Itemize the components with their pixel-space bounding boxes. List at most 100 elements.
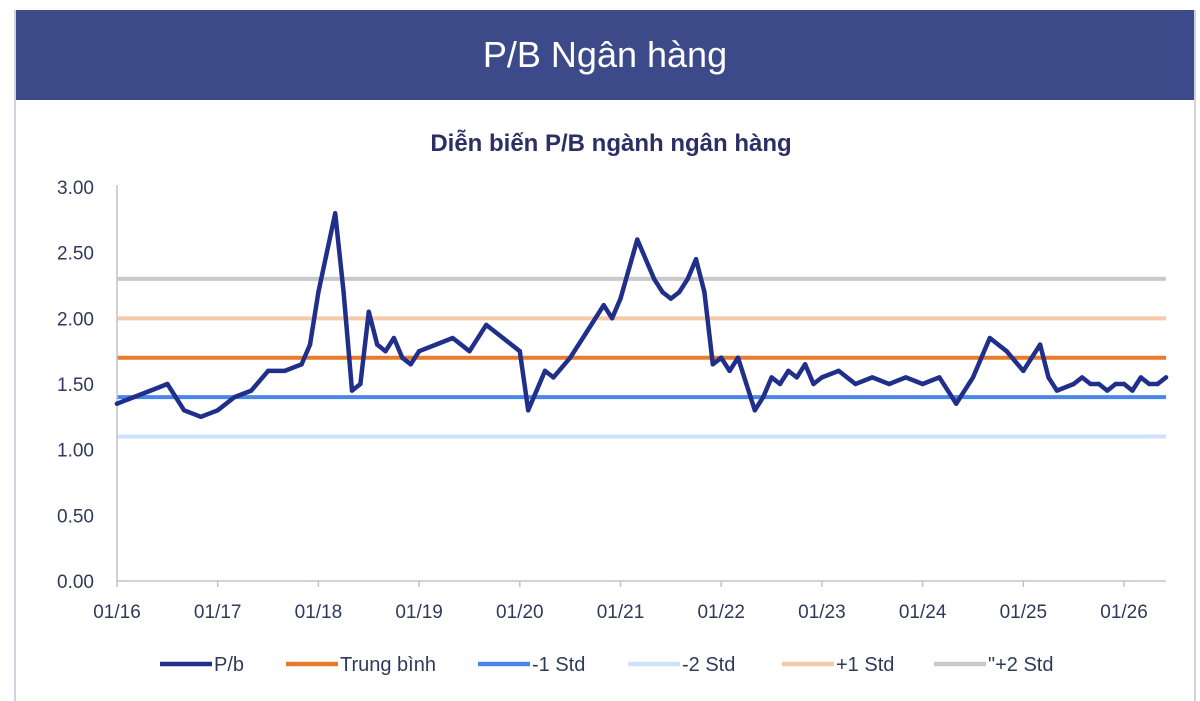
- data-point: [349, 388, 355, 393]
- data-point: [710, 362, 716, 367]
- data-point: [1155, 381, 1160, 387]
- data-point: [752, 408, 757, 413]
- x-tick-label: 01/19: [395, 602, 443, 623]
- data-point: [1163, 375, 1169, 380]
- data-point: [408, 362, 413, 367]
- data-point: [777, 381, 783, 387]
- y-tick-label: 2.50: [57, 244, 94, 265]
- data-point: [114, 401, 120, 406]
- data-point: [668, 296, 674, 301]
- data-point: [1046, 375, 1051, 380]
- data-point: [1021, 368, 1026, 374]
- x-tick-label: 01/18: [295, 602, 343, 623]
- data-point: [836, 368, 841, 374]
- header-bar: P/B Ngân hàng: [16, 10, 1194, 100]
- data-point: [567, 355, 573, 360]
- legend-label: Trung bình: [340, 654, 436, 676]
- data-point: [954, 401, 959, 406]
- y-tick-label: 1.50: [57, 375, 94, 396]
- data-point: [517, 348, 523, 354]
- data-point: [786, 368, 791, 374]
- data-point: [853, 381, 858, 387]
- data-point: [542, 368, 548, 374]
- x-tick-label: 01/21: [597, 602, 645, 623]
- data-point: [903, 375, 909, 380]
- data-point: [467, 348, 472, 354]
- x-tick-label: 01/22: [697, 602, 745, 623]
- data-point: [1105, 388, 1110, 393]
- data-point: [249, 388, 254, 393]
- legend-label: "+2 Std: [988, 654, 1053, 676]
- legend-label: -1 Std: [532, 654, 585, 676]
- legend: P/b Trung bình -1 Std -2 Std +1 Std "+2 Std: [160, 654, 1053, 676]
- legend-label: -2 Std: [682, 654, 735, 676]
- data-point: [651, 276, 657, 282]
- x-tick-label: 01/23: [798, 602, 846, 623]
- data-point: [1147, 381, 1152, 387]
- data-point: [635, 237, 640, 242]
- data-point: [1113, 381, 1118, 387]
- data-point: [702, 289, 707, 295]
- data-point: [1088, 381, 1093, 387]
- data-point: [794, 375, 799, 380]
- data-point: [819, 375, 825, 380]
- x-tick-label: 01/20: [496, 602, 544, 623]
- data-point: [307, 342, 313, 347]
- data-point: [886, 381, 892, 387]
- data-point: [526, 408, 531, 413]
- data-point: [727, 368, 732, 374]
- data-point: [282, 368, 288, 374]
- data-point: [811, 381, 816, 387]
- data-point: [987, 335, 992, 341]
- data-point: [324, 250, 329, 255]
- data-point: [265, 368, 271, 374]
- data-point: [937, 375, 942, 380]
- data-point: [165, 381, 170, 387]
- data-point: [1121, 381, 1127, 387]
- y-tick-label: 0.50: [57, 506, 94, 527]
- data-point: [534, 388, 539, 393]
- data-point: [484, 322, 489, 328]
- chart-title: Diễn biến P/B ngành ngân hàng: [430, 129, 791, 157]
- x-tick-label: 01/16: [93, 602, 141, 623]
- data-point: [1096, 381, 1102, 387]
- data-point: [1138, 375, 1144, 380]
- data-point: [131, 394, 136, 400]
- data-point: [685, 276, 690, 282]
- data-point: [358, 381, 363, 387]
- x-tick-label: 01/24: [899, 602, 947, 623]
- x-tick-label: 01/17: [194, 602, 242, 623]
- y-tick-label: 0.00: [57, 572, 94, 593]
- x-tick-label: 01/25: [1000, 602, 1048, 623]
- legend-label: P/b: [214, 654, 244, 676]
- data-point: [148, 388, 153, 393]
- data-point: [870, 375, 875, 380]
- data-point: [551, 375, 556, 380]
- data-point: [316, 289, 321, 295]
- data-point: [584, 329, 590, 334]
- data-point: [618, 296, 623, 301]
- data-point: [181, 408, 187, 413]
- data-point: [198, 414, 204, 420]
- data-point: [400, 355, 405, 360]
- data-point: [383, 348, 388, 354]
- data-point: [660, 289, 665, 295]
- data-point: [416, 348, 422, 354]
- series-group: [114, 211, 1169, 420]
- y-tick-label: 3.00: [57, 178, 94, 199]
- data-point: [215, 408, 220, 413]
- data-point: [232, 394, 237, 400]
- data-point: [677, 289, 682, 295]
- data-point: [1079, 375, 1085, 380]
- data-point: [920, 381, 925, 387]
- data-point: [366, 309, 371, 314]
- data-point: [802, 362, 808, 367]
- data-point: [693, 257, 699, 262]
- data-point: [500, 335, 506, 341]
- data-point: [374, 342, 380, 347]
- y-tick-label: 2.00: [57, 309, 94, 330]
- data-point: [609, 316, 615, 321]
- data-point: [970, 375, 976, 380]
- data-point: [391, 335, 397, 341]
- page-title: P/B Ngân hàng: [482, 34, 728, 75]
